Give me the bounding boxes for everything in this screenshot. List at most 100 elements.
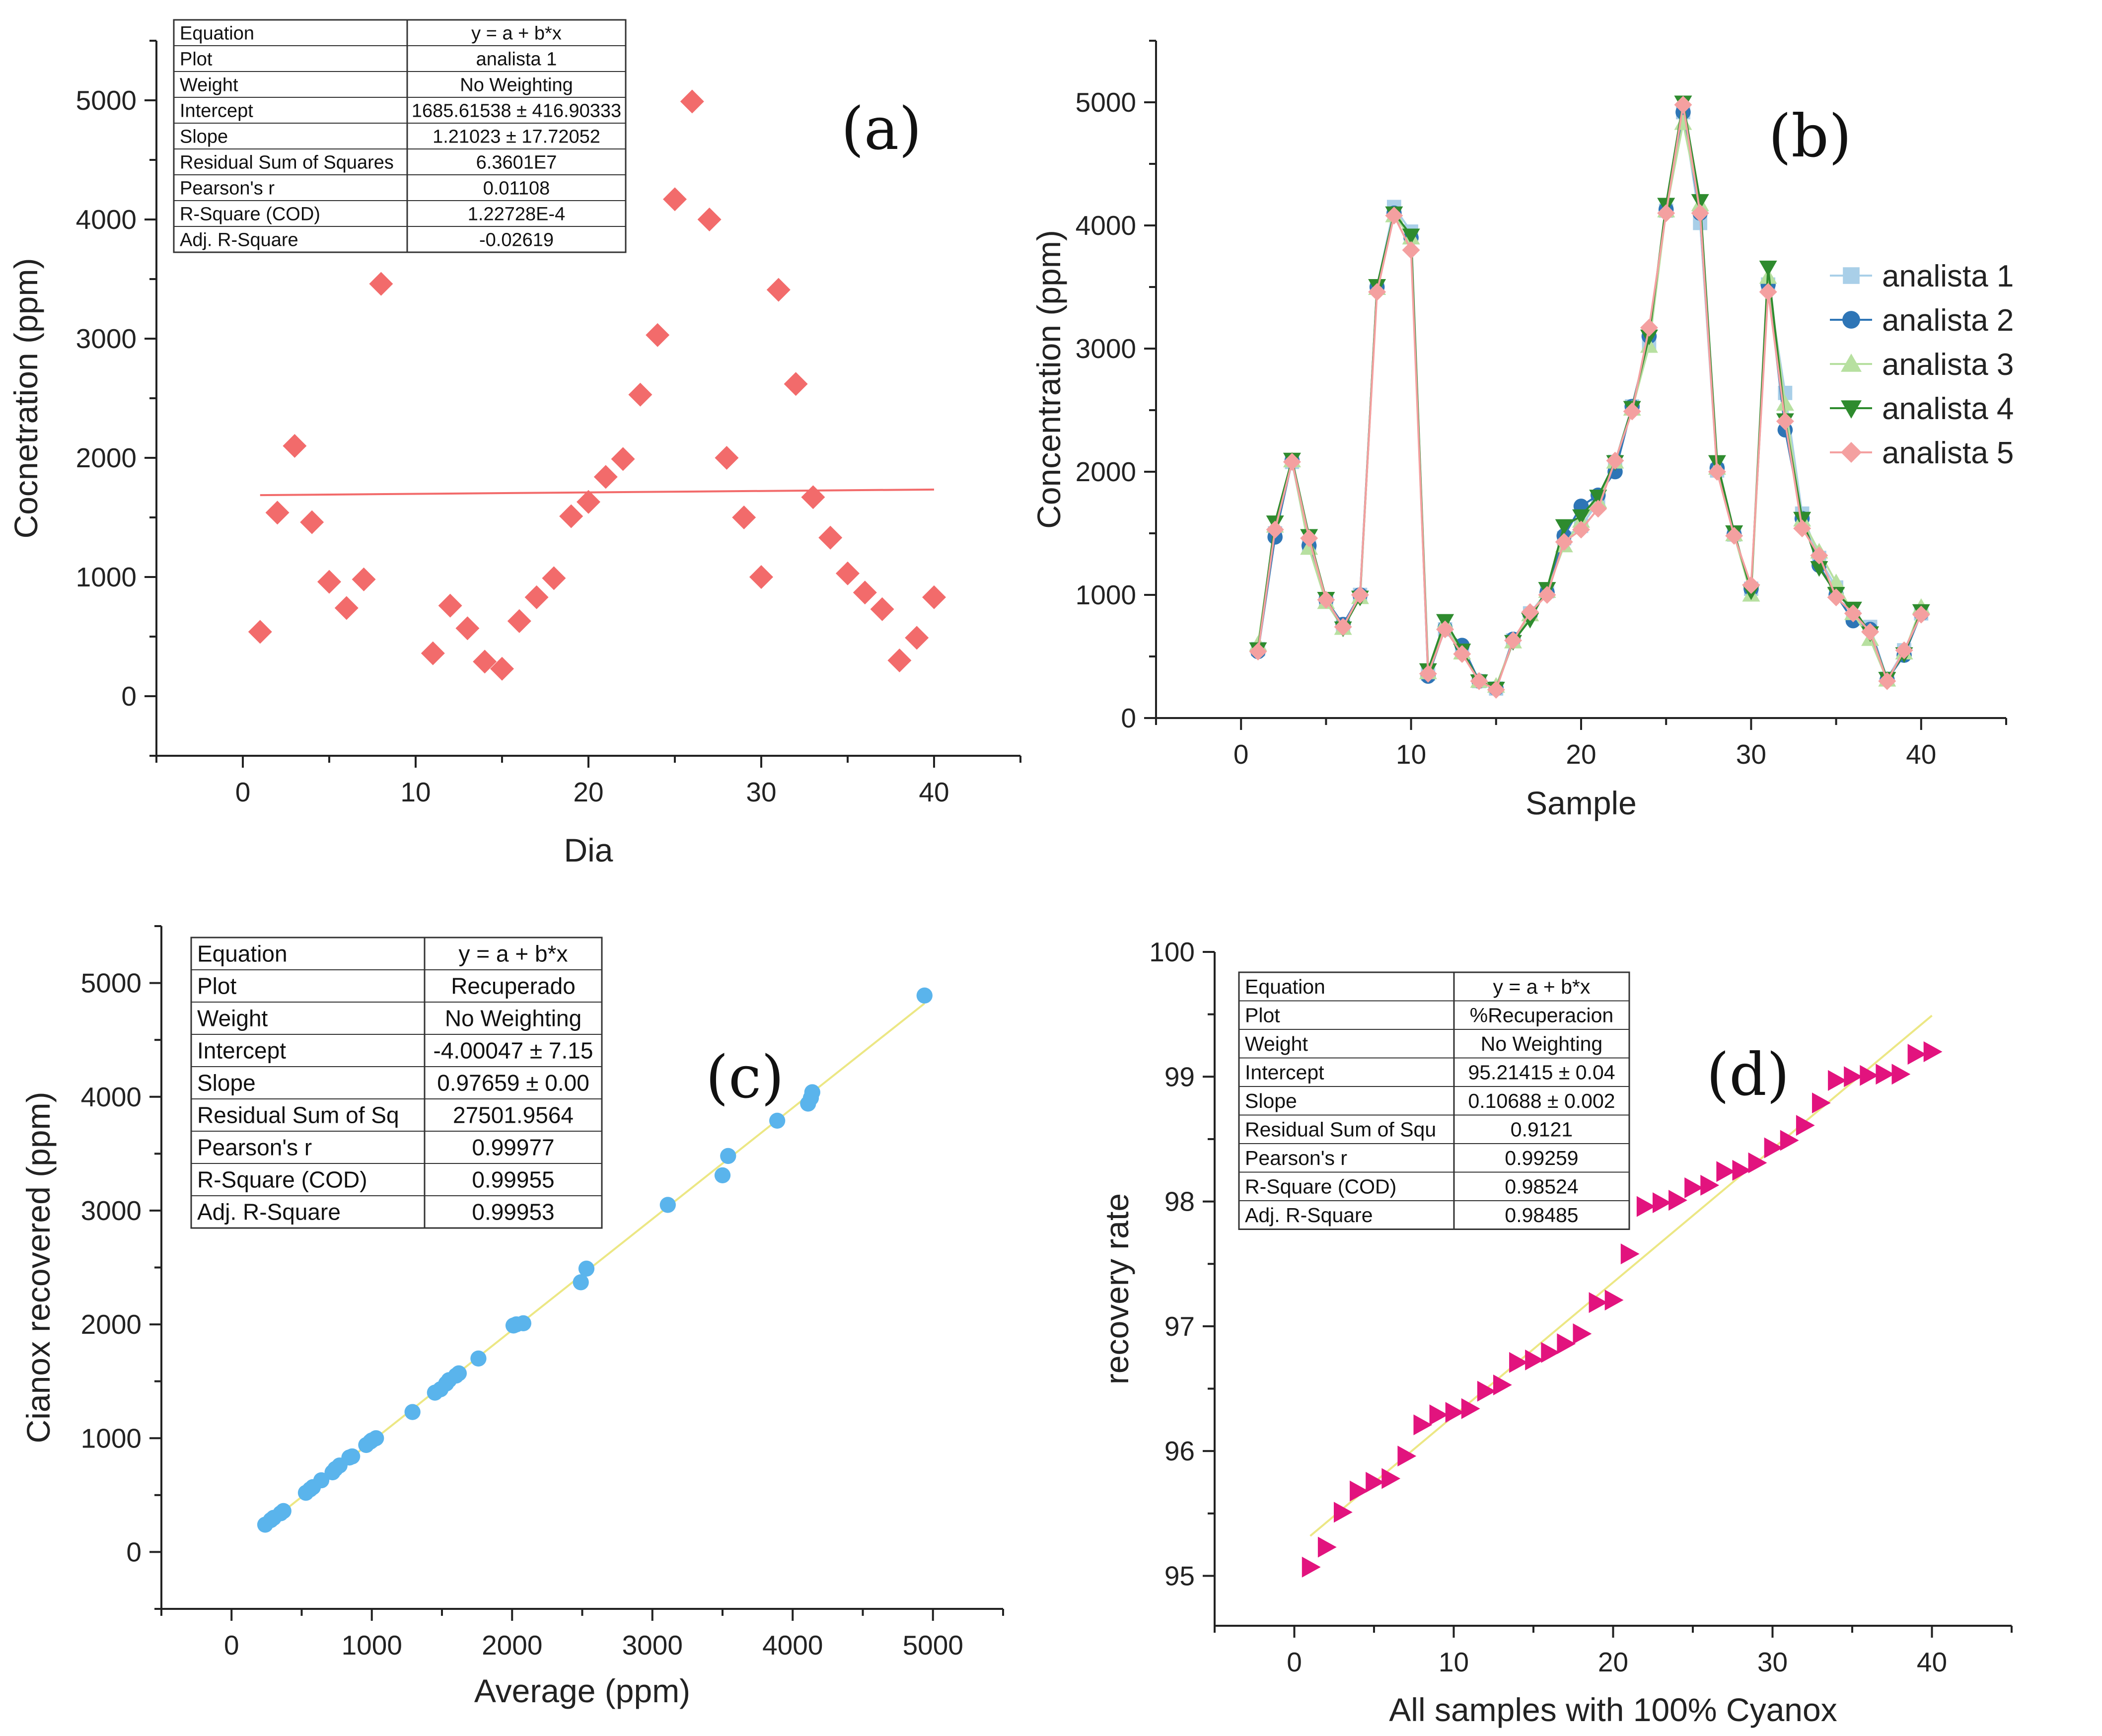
panel-label: (b) xyxy=(1768,102,1852,170)
data-point xyxy=(1589,1292,1608,1313)
data-point xyxy=(1708,463,1726,481)
data-point xyxy=(1764,1137,1783,1158)
data-point xyxy=(1691,194,1709,210)
data-point xyxy=(1525,1349,1544,1371)
y-tick-label: 3000 xyxy=(76,323,137,354)
x-tick-label: 10 xyxy=(400,777,431,807)
x-tick-label: 10 xyxy=(1396,739,1426,770)
panel-c-chart: 0 1000 2000 3000 4000 5000 0 1000 2000 3000 4000 50… xyxy=(20,925,1004,1709)
data-point xyxy=(1844,604,1862,623)
y-tick-label: 0 xyxy=(126,1536,142,1567)
data-point xyxy=(1572,520,1590,539)
data-point xyxy=(470,1350,487,1367)
data-point xyxy=(1895,641,1913,659)
legend-marker xyxy=(1841,400,1862,419)
data-point xyxy=(818,525,843,550)
data-point xyxy=(1555,519,1573,535)
data-point xyxy=(1555,533,1573,551)
data-point xyxy=(1487,680,1505,699)
data-point xyxy=(1521,603,1539,621)
stats-table-value: y = a + b*x xyxy=(1493,975,1591,998)
legend-marker xyxy=(1843,267,1860,284)
y-tick-label: 0 xyxy=(1121,703,1136,733)
stats-table-key: Weight xyxy=(180,74,238,95)
data-point xyxy=(801,485,825,509)
data-point xyxy=(715,446,739,470)
legend-label: analista 3 xyxy=(1882,348,2014,382)
legend: analista 1 analista 2 analista 3 analista 4… xyxy=(1830,259,2014,470)
data-point xyxy=(455,616,480,641)
data-point xyxy=(1350,1480,1369,1502)
data-point xyxy=(1429,1404,1449,1426)
stats-table: Equation y = a + b*x Plot analista 1 Weight N… xyxy=(173,19,627,253)
data-point xyxy=(1796,1115,1815,1136)
y-tick-label: 99 xyxy=(1164,1061,1195,1092)
stats-table-key: Slope xyxy=(180,126,228,147)
data-point xyxy=(1317,1536,1337,1558)
data-point xyxy=(1283,453,1301,471)
data-point xyxy=(368,1430,384,1447)
stats-table-frame xyxy=(1238,971,1630,1230)
data-point xyxy=(577,490,600,514)
data-point xyxy=(905,626,929,650)
y-tick-label: 4000 xyxy=(81,1082,142,1112)
stats-table-key: Slope xyxy=(1245,1089,1297,1112)
stats-table-value: 0.99259 xyxy=(1505,1147,1578,1169)
legend-label: analista 4 xyxy=(1882,392,2014,426)
y-axis-title: Cianox recovered (ppm) xyxy=(20,1092,57,1444)
x-tick-label: 40 xyxy=(1917,1647,1947,1677)
data-point xyxy=(1402,228,1420,244)
data-point xyxy=(1397,1446,1417,1467)
data-point xyxy=(611,447,635,471)
y-tick-label: 3000 xyxy=(1076,333,1136,364)
data-point xyxy=(1653,1192,1671,1214)
data-point xyxy=(300,510,324,534)
data-point xyxy=(578,1260,595,1277)
data-point xyxy=(887,649,912,672)
data-point xyxy=(1504,631,1522,650)
stats-table-value: 27501.9564 xyxy=(453,1102,574,1128)
x-tick-label: 2000 xyxy=(482,1630,542,1661)
data-point xyxy=(1334,1502,1353,1523)
stats-table-value: 0.98524 xyxy=(1505,1175,1578,1198)
stats-table-value: -0.02619 xyxy=(479,229,554,250)
stats-table-key: Adj. R-Square xyxy=(1245,1204,1373,1227)
series-analista-5 xyxy=(1249,95,1930,699)
data-point xyxy=(1732,1159,1751,1181)
series-line xyxy=(1257,104,1922,691)
data-point xyxy=(1445,1402,1464,1423)
data-point xyxy=(697,208,722,231)
y-axis-title: Concentration (ppm) xyxy=(1030,230,1067,529)
data-point xyxy=(1923,1041,1943,1063)
data-point xyxy=(1907,1044,1927,1065)
data-point xyxy=(1419,664,1437,683)
stats-table-key: Pearson's r xyxy=(197,1135,312,1160)
data-point xyxy=(732,506,756,529)
data-point xyxy=(1589,500,1607,518)
y-tick-label: 2000 xyxy=(1076,456,1136,487)
x-tick-label: 10 xyxy=(1439,1647,1469,1677)
data-point xyxy=(283,434,307,458)
data-point xyxy=(1640,329,1658,346)
x-tick-label: 0 xyxy=(1233,739,1249,770)
data-point xyxy=(1461,1398,1480,1419)
data-point xyxy=(1509,1352,1528,1373)
data-point xyxy=(1640,318,1658,337)
stats-table-value: %Recuperacion xyxy=(1470,1004,1613,1027)
stats-table-key: Pearson's r xyxy=(1245,1147,1347,1169)
data-point xyxy=(559,504,583,528)
data-point xyxy=(1249,643,1267,661)
y-tick-label: 4000 xyxy=(76,204,137,235)
stats-table-key: Weight xyxy=(197,1006,268,1031)
data-point xyxy=(1891,1064,1911,1085)
stats-table-value: 0.99953 xyxy=(472,1199,554,1225)
x-axis-title: Dia xyxy=(564,832,613,868)
data-point xyxy=(1453,645,1471,663)
data-point xyxy=(1317,590,1335,609)
y-tick-label: 0 xyxy=(121,681,137,712)
x-tick-label: 20 xyxy=(1566,739,1596,770)
stats-table-value: y = a + b*x xyxy=(459,941,568,967)
data-point xyxy=(1684,1177,1703,1198)
data-point xyxy=(1828,1070,1847,1091)
data-point xyxy=(1700,1174,1720,1196)
